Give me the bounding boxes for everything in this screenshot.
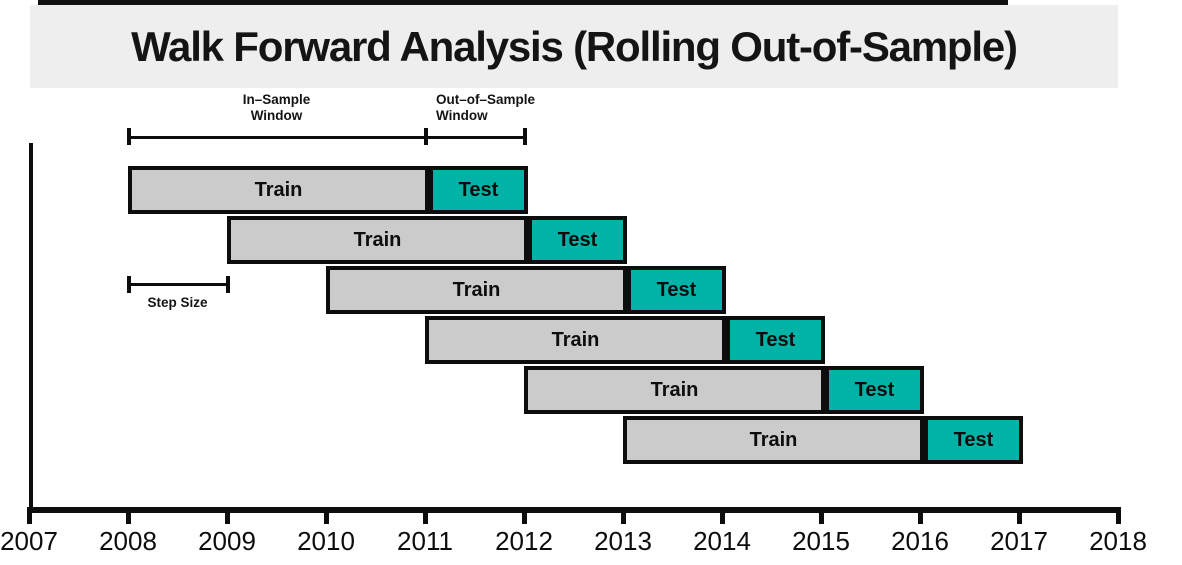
test-bar-label: Test [953,428,994,451]
x-tick-2011 [423,512,428,524]
out-of-sample-window-label-line2: Window [436,108,488,123]
x-tick-label-2009: 2009 [198,526,256,556]
train-bar-fold-3: Train [326,266,627,314]
step-size-bracket-line [128,283,227,286]
x-tick-label-2015: 2015 [792,526,850,556]
train-bar-label: Train [254,178,303,201]
x-tick-2007 [27,512,32,524]
train-bar-label: Train [749,428,798,451]
x-tick-label-2007: 2007 [0,526,58,556]
x-axis-line [27,507,1121,513]
train-bar-fold-4: Train [425,316,726,364]
test-bar-fold-6: Test [924,416,1023,464]
test-bar-fold-3: Test [627,266,726,314]
top-border-strip [38,0,1008,5]
chart-title: Walk Forward Analysis (Rolling Out-of-Sa… [131,22,1018,70]
test-bar-fold-5: Test [825,366,924,414]
x-tick-label-2014: 2014 [693,526,751,556]
x-tick-label-2012: 2012 [495,526,553,556]
window-bracket-tick-2 [523,128,527,145]
x-tick-2010 [324,512,329,524]
x-tick-2009 [225,512,230,524]
x-tick-label-2010: 2010 [297,526,355,556]
x-tick-2016 [918,512,923,524]
x-tick-2015 [819,512,824,524]
test-bar-label: Test [854,378,895,401]
train-bar-fold-2: Train [227,216,528,264]
x-tick-2017 [1017,512,1022,524]
x-tick-label-2016: 2016 [891,526,949,556]
test-bar-label: Test [755,328,796,351]
test-bar-fold-4: Test [726,316,825,364]
x-tick-2014 [720,512,725,524]
test-bar-label: Test [656,278,697,301]
step-size-bracket-tick-1 [226,276,230,293]
window-bracket-line [128,136,524,139]
out-of-sample-window-label: Out–of–Sample Window [436,92,535,124]
train-bar-label: Train [551,328,600,351]
train-bar-fold-1: Train [128,166,429,214]
window-bracket-tick-0 [127,128,131,145]
step-size-label: Step Size [147,295,208,310]
x-tick-label-2013: 2013 [594,526,652,556]
train-bar-label: Train [650,378,699,401]
in-sample-window-label-line2: Window [250,108,303,123]
train-bar-fold-5: Train [524,366,825,414]
train-bar-label: Train [353,228,402,251]
window-bracket-tick-1 [424,128,428,145]
test-bar-fold-1: Test [429,166,528,214]
train-bar-label: Train [452,278,501,301]
x-tick-label-2017: 2017 [990,526,1048,556]
in-sample-window-label-line1: In–Sample [242,92,311,107]
out-of-sample-window-label-line1: Out–of–Sample [436,92,536,107]
test-bar-label: Test [557,228,598,251]
x-tick-label-2011: 2011 [397,526,453,556]
x-tick-label-2018: 2018 [1089,526,1147,556]
x-tick-2013 [621,512,626,524]
step-size-bracket-tick-0 [127,276,131,293]
test-bar-label: Test [458,178,499,201]
x-tick-label-2008: 2008 [99,526,157,556]
x-tick-2018 [1116,512,1121,524]
title-banner: Walk Forward Analysis (Rolling Out-of-Sa… [30,5,1118,88]
test-bar-fold-2: Test [528,216,627,264]
x-tick-2012 [522,512,527,524]
y-axis-line [29,143,33,513]
x-tick-2008 [126,512,131,524]
train-bar-fold-6: Train [623,416,924,464]
in-sample-window-label: In–Sample Window [243,92,311,124]
